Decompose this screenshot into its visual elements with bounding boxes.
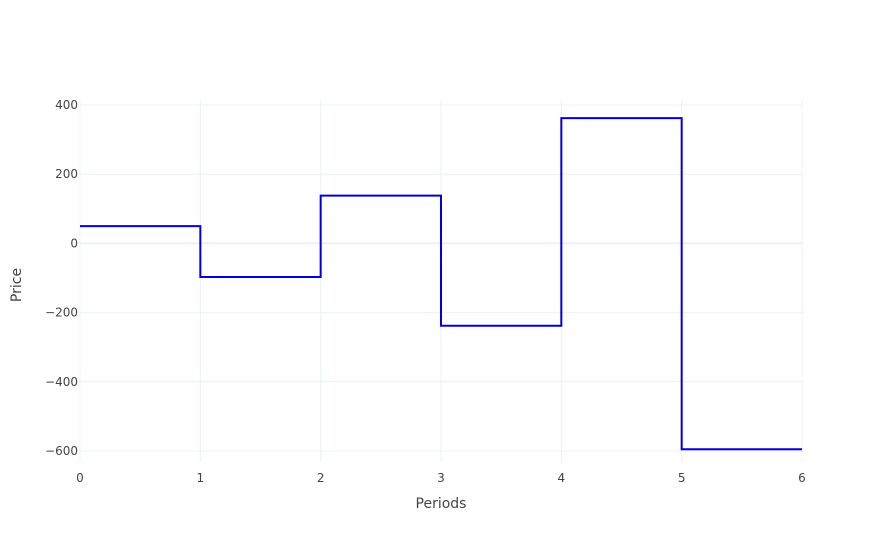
x-tick-label: 6 — [798, 471, 806, 485]
x-axis-title: Periods — [416, 496, 467, 512]
y-tick-label: 400 — [55, 98, 78, 112]
y-tick-labels: −600 −400 −200 0 200 400 — [45, 98, 78, 458]
y-tick-label: −400 — [45, 375, 78, 389]
x-tick-labels: 0 1 2 3 4 5 6 — [76, 471, 806, 485]
series-layer — [80, 117, 802, 451]
y-tick-label: 200 — [55, 167, 78, 181]
y-tick-label: −600 — [45, 444, 78, 458]
series-line — [80, 117, 802, 451]
x-tick-label: 0 — [76, 471, 84, 485]
x-tick-label: 2 — [317, 471, 325, 485]
y-tick-label: −200 — [45, 306, 78, 320]
x-tick-label: 1 — [197, 471, 205, 485]
x-tick-label: 3 — [437, 471, 445, 485]
y-axis-title: Price — [9, 268, 25, 302]
x-tick-label: 5 — [678, 471, 686, 485]
y-tick-label: 0 — [70, 236, 78, 250]
x-tick-label: 4 — [558, 471, 566, 485]
